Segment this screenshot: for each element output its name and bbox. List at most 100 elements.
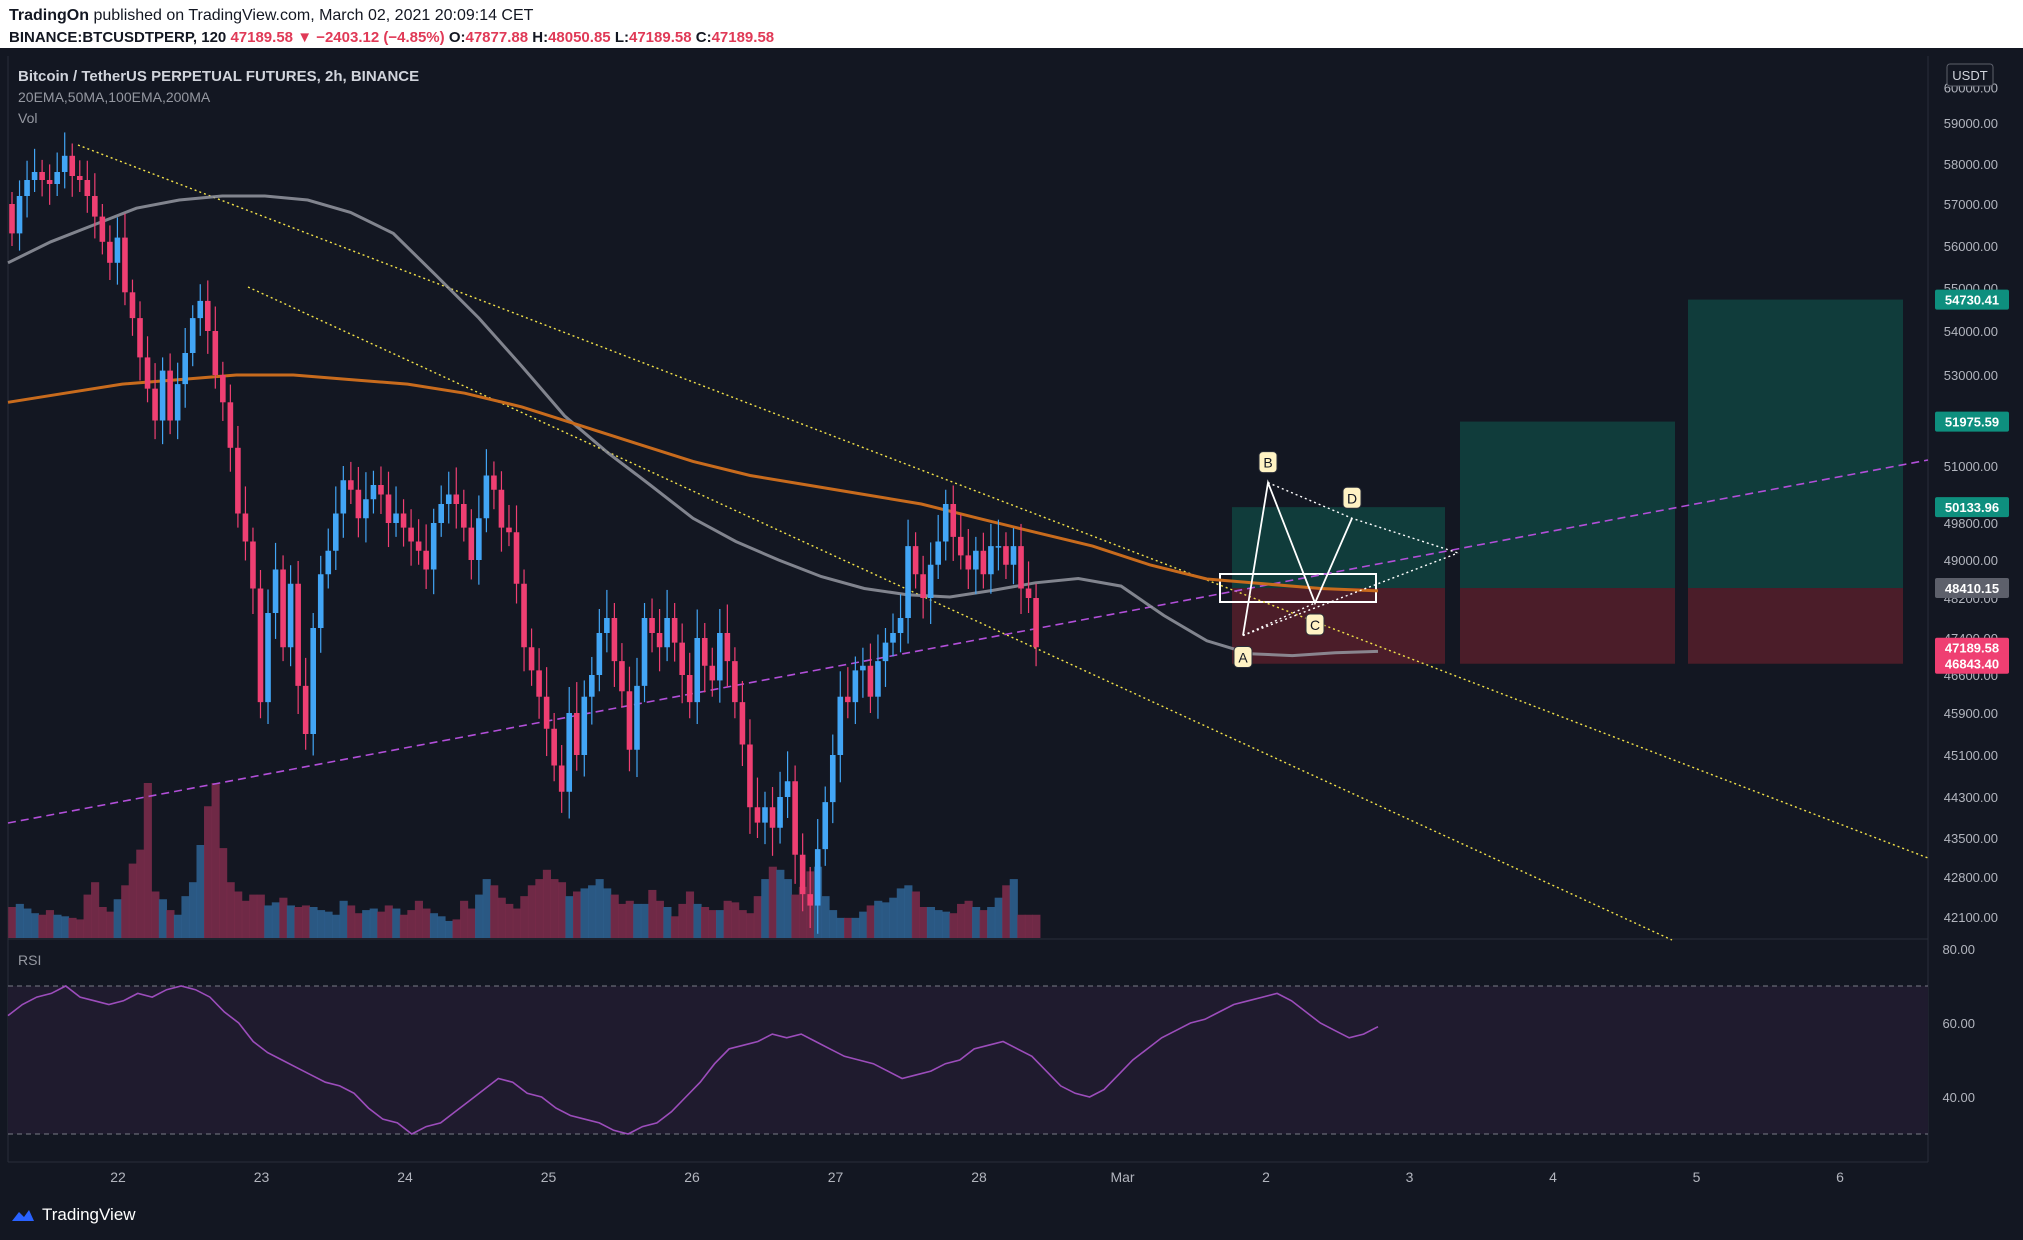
rsi-path bbox=[7, 985, 1379, 1135]
volume-bar bbox=[211, 783, 220, 938]
candle-body bbox=[807, 894, 813, 906]
volume-bar bbox=[173, 914, 183, 938]
time-tick-label: 4 bbox=[1549, 1169, 1557, 1185]
currency-box[interactable] bbox=[1946, 63, 1994, 87]
legend-title: Bitcoin / TetherUS PERPETUAL FUTURES, 2h… bbox=[18, 68, 419, 85]
candle-body bbox=[799, 854, 806, 895]
tradingview-logo[interactable]: TradingView bbox=[10, 1205, 136, 1225]
volume-bar bbox=[444, 920, 454, 938]
pattern-point-a-box bbox=[1233, 646, 1253, 668]
position-zones[interactable] bbox=[1219, 299, 1903, 664]
volume-bar bbox=[783, 879, 792, 938]
volume-bar bbox=[249, 894, 258, 938]
candle-body bbox=[573, 713, 580, 755]
volume-bar bbox=[256, 894, 265, 938]
candle-body bbox=[114, 237, 121, 263]
candle-body bbox=[423, 550, 429, 570]
candle-body bbox=[980, 550, 987, 575]
candle-body bbox=[182, 353, 188, 385]
volume-bar bbox=[143, 783, 152, 938]
publisher-name[interactable]: TradingOn bbox=[9, 7, 89, 24]
pattern-point-c-box bbox=[1305, 613, 1325, 636]
price-tick-label: 42800.00 bbox=[1944, 870, 1998, 885]
candle-body bbox=[604, 618, 610, 633]
time-tick-label: 25 bbox=[541, 1169, 557, 1185]
volume-bar bbox=[565, 896, 574, 938]
volume-bar bbox=[76, 919, 85, 938]
volume-bar bbox=[911, 891, 920, 938]
volume-bar bbox=[663, 907, 672, 938]
candle-body bbox=[430, 523, 437, 570]
candle-body bbox=[860, 665, 866, 671]
volume-bar bbox=[889, 897, 898, 938]
candle-body bbox=[777, 797, 783, 828]
volume-bar bbox=[234, 891, 243, 938]
volume-bar bbox=[53, 914, 62, 938]
candle-body bbox=[393, 513, 399, 523]
candle-body bbox=[641, 618, 648, 686]
candle-body bbox=[461, 504, 467, 528]
candle-body bbox=[99, 216, 106, 242]
pattern-point-d-label: D bbox=[1347, 490, 1357, 506]
candle-body bbox=[747, 744, 753, 808]
candle-body bbox=[468, 527, 475, 560]
volume-bar bbox=[301, 905, 311, 938]
volume-bar bbox=[83, 894, 92, 938]
volume-bar bbox=[151, 891, 160, 938]
time-tick-label: 22 bbox=[110, 1169, 126, 1185]
candle-body bbox=[491, 475, 497, 490]
candle-body bbox=[732, 661, 738, 703]
volume-bar bbox=[746, 913, 755, 938]
volume-bar bbox=[106, 911, 115, 938]
time-tick-label: 6 bbox=[1836, 1169, 1844, 1185]
close-label: C: bbox=[695, 29, 712, 46]
candle-body bbox=[385, 494, 392, 523]
price-label-text: 48410.15 bbox=[1945, 581, 1999, 596]
price-tick-label: 59000.00 bbox=[1944, 116, 1998, 131]
abcd-pattern[interactable]: A B C D bbox=[1233, 451, 1459, 668]
symbol-interval: BINANCE:BTCUSDTPERP, 120 bbox=[9, 29, 227, 46]
time-tick-label: 3 bbox=[1406, 1169, 1414, 1185]
candle-body bbox=[76, 176, 83, 180]
pattern-point-c-label: C bbox=[1310, 617, 1320, 633]
volume-bar bbox=[859, 911, 868, 938]
symbol-ohlc-line: BINANCE:BTCUSDTPERP, 120 47189.58 ▼ −240… bbox=[9, 29, 774, 46]
published-text: published on TradingView.com, March 02, … bbox=[93, 7, 534, 24]
candle-body bbox=[152, 388, 158, 421]
volume-bar bbox=[550, 879, 559, 938]
candle-body bbox=[453, 494, 460, 504]
volume-bar bbox=[377, 911, 386, 938]
candle-body bbox=[762, 807, 768, 823]
volume-bar bbox=[512, 908, 521, 938]
trend-lines[interactable] bbox=[7, 144, 1929, 941]
candle-body bbox=[287, 583, 294, 648]
rsi-tick-label: 80.00 bbox=[1942, 942, 1975, 957]
price-tick-label: 56000.00 bbox=[1944, 239, 1998, 254]
pattern-point-b-label: B bbox=[1263, 455, 1272, 471]
volume-bar bbox=[670, 916, 680, 938]
price-label-box bbox=[1935, 289, 2009, 310]
volume-bar bbox=[219, 848, 228, 938]
volume-bar bbox=[949, 913, 958, 938]
time-tick-label: 23 bbox=[254, 1169, 270, 1185]
volume-bar bbox=[324, 911, 333, 938]
candle-body bbox=[235, 447, 241, 514]
volume-bar bbox=[399, 914, 408, 938]
price-axis[interactable]: 60000.0059000.0058000.0057000.0056000.00… bbox=[1944, 81, 1998, 925]
stop-zone bbox=[1460, 588, 1675, 664]
time-axis[interactable]: 22 23 24 25 26 27 28 Mar 2 3 4 5 6 bbox=[110, 1169, 1844, 1185]
candle-body bbox=[220, 375, 226, 403]
candle-body bbox=[664, 618, 670, 648]
pattern-point-d-box bbox=[1342, 486, 1362, 509]
price-label-text: 50133.96 bbox=[1945, 500, 1999, 515]
volume-bar bbox=[30, 913, 39, 938]
volume-bar bbox=[836, 917, 845, 938]
volume-bar bbox=[972, 907, 981, 938]
moving-averages bbox=[7, 194, 1379, 658]
volume-bar bbox=[919, 907, 928, 938]
volume-bar bbox=[926, 907, 936, 938]
rsi-pane bbox=[8, 985, 1928, 1135]
candle-body bbox=[31, 172, 38, 180]
volume-bar bbox=[851, 917, 860, 938]
